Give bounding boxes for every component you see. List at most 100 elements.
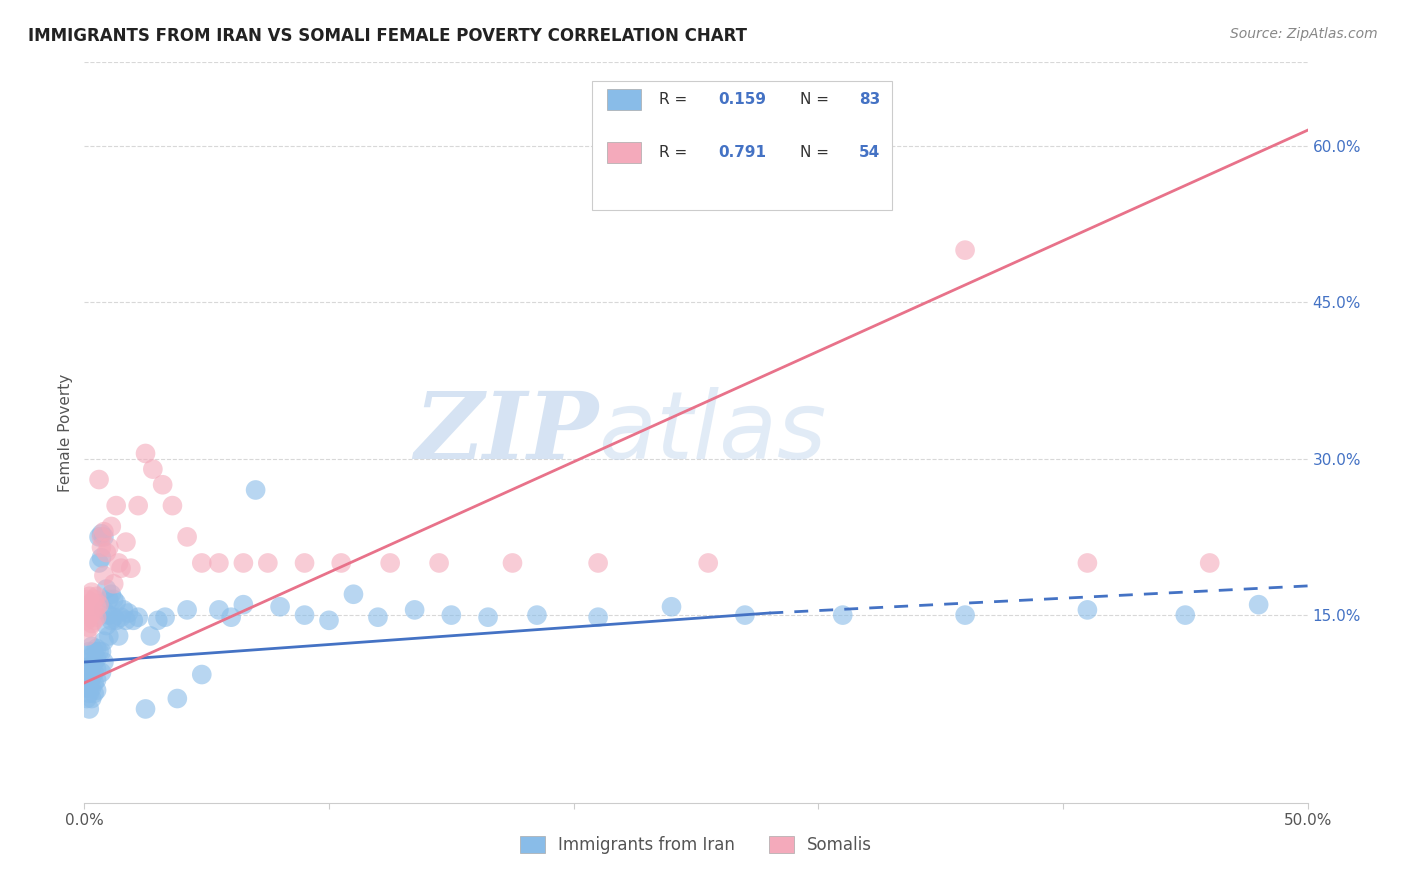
Point bbox=[86, 673, 108, 687]
Point bbox=[103, 577, 125, 591]
Point bbox=[80, 640, 103, 654]
Point bbox=[83, 644, 105, 658]
Point bbox=[96, 618, 118, 632]
Point bbox=[139, 629, 162, 643]
Point bbox=[586, 610, 609, 624]
Point bbox=[110, 610, 132, 624]
Point bbox=[83, 603, 105, 617]
Point bbox=[734, 608, 756, 623]
Point bbox=[80, 660, 103, 674]
Text: 54: 54 bbox=[859, 145, 880, 161]
Point bbox=[831, 608, 853, 623]
Point bbox=[77, 599, 100, 614]
Point bbox=[77, 686, 100, 700]
Point bbox=[100, 519, 122, 533]
Point bbox=[117, 606, 139, 620]
Point bbox=[93, 530, 115, 544]
Point bbox=[77, 644, 100, 658]
Point bbox=[77, 621, 100, 635]
Point bbox=[135, 446, 157, 460]
Point bbox=[257, 556, 280, 570]
Point bbox=[77, 610, 100, 624]
Point bbox=[90, 644, 112, 658]
Point bbox=[162, 499, 184, 513]
Point bbox=[83, 613, 105, 627]
Point bbox=[80, 606, 103, 620]
Legend: Immigrants from Iran, Somalis: Immigrants from Iran, Somalis bbox=[513, 830, 879, 861]
Point bbox=[87, 473, 110, 487]
FancyBboxPatch shape bbox=[606, 89, 641, 110]
Point bbox=[146, 613, 169, 627]
Point bbox=[152, 477, 174, 491]
Point bbox=[87, 530, 110, 544]
Point bbox=[86, 599, 108, 614]
Point bbox=[97, 541, 120, 555]
Point bbox=[76, 671, 98, 685]
Point bbox=[105, 596, 128, 610]
Point bbox=[100, 587, 122, 601]
Point bbox=[80, 671, 103, 685]
Point bbox=[80, 681, 103, 695]
Point bbox=[245, 483, 267, 497]
Point bbox=[80, 649, 103, 664]
Point bbox=[208, 603, 231, 617]
Point bbox=[76, 613, 98, 627]
Point bbox=[1076, 603, 1098, 617]
Point bbox=[83, 592, 105, 607]
Point bbox=[93, 655, 115, 669]
Point bbox=[404, 603, 426, 617]
Point bbox=[953, 243, 976, 257]
Point bbox=[107, 556, 129, 570]
Point bbox=[97, 608, 120, 623]
Point bbox=[208, 556, 231, 570]
Text: R =: R = bbox=[659, 92, 692, 107]
Point bbox=[77, 655, 100, 669]
Point bbox=[76, 681, 98, 695]
Point bbox=[440, 608, 463, 623]
Point bbox=[87, 556, 110, 570]
Point bbox=[166, 691, 188, 706]
Point bbox=[191, 667, 214, 681]
Point bbox=[269, 599, 291, 614]
Point bbox=[77, 702, 100, 716]
Point bbox=[77, 676, 100, 690]
Point bbox=[86, 683, 108, 698]
Text: 0.159: 0.159 bbox=[718, 92, 766, 107]
Point bbox=[83, 686, 105, 700]
Point bbox=[142, 462, 165, 476]
Point bbox=[219, 610, 242, 624]
Point bbox=[380, 556, 402, 570]
Text: R =: R = bbox=[659, 145, 692, 161]
Point bbox=[107, 629, 129, 643]
Point bbox=[330, 556, 353, 570]
Point bbox=[122, 613, 145, 627]
Point bbox=[86, 641, 108, 656]
Point bbox=[76, 592, 98, 607]
Point bbox=[477, 610, 499, 624]
Point bbox=[502, 556, 524, 570]
Point bbox=[1076, 556, 1098, 570]
Point bbox=[1174, 608, 1197, 623]
Point bbox=[318, 613, 340, 627]
Point bbox=[90, 530, 112, 544]
Text: Source: ZipAtlas.com: Source: ZipAtlas.com bbox=[1230, 27, 1378, 41]
Point bbox=[83, 676, 105, 690]
Point bbox=[93, 568, 115, 582]
Point bbox=[90, 550, 112, 565]
Point bbox=[586, 556, 609, 570]
Point bbox=[153, 610, 176, 624]
Text: atlas: atlas bbox=[598, 387, 827, 478]
Point bbox=[120, 561, 142, 575]
Point bbox=[97, 629, 120, 643]
Point bbox=[103, 610, 125, 624]
Y-axis label: Female Poverty: Female Poverty bbox=[58, 374, 73, 491]
Point bbox=[105, 499, 128, 513]
Point bbox=[86, 610, 108, 624]
Point bbox=[661, 599, 683, 614]
Text: N =: N = bbox=[800, 145, 834, 161]
Point bbox=[86, 652, 108, 666]
Text: ZIP: ZIP bbox=[413, 388, 598, 477]
Point bbox=[115, 613, 138, 627]
Point bbox=[76, 691, 98, 706]
Point bbox=[110, 561, 132, 575]
